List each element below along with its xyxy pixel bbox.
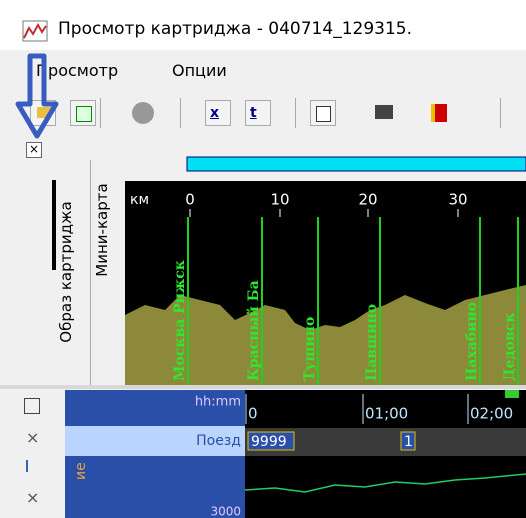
progress-bar <box>186 156 526 172</box>
splitter <box>0 385 526 389</box>
title-bar: Просмотр картриджа - 040714_129315. <box>0 0 526 50</box>
separator <box>180 98 181 128</box>
tool-button[interactable] <box>425 100 451 126</box>
mini-map: км 0 10 20 30 Москва Рижск Красный Ба Тушино Пав… <box>125 145 526 385</box>
icon-button[interactable] <box>24 398 40 414</box>
time-label: 01;00 <box>365 405 408 423</box>
side-tab[interactable]: Мини-карта <box>93 183 111 277</box>
scale-label: 30 <box>448 191 467 209</box>
separator <box>100 98 101 128</box>
tool-button[interactable]: t <box>245 100 271 126</box>
tab-divider <box>90 160 91 385</box>
close-button[interactable]: × <box>26 142 42 158</box>
row-label: Поезд <box>196 433 241 449</box>
train-field-text: 1 <box>404 434 413 450</box>
time-label: 0 <box>248 405 258 423</box>
app-icon <box>22 20 48 42</box>
station-label: Дедовск <box>502 313 518 381</box>
scale-label: 20 <box>358 191 377 209</box>
side-tab[interactable]: Образ картриджа <box>57 201 75 343</box>
scale-label: 10 <box>270 191 289 209</box>
tool-button[interactable] <box>70 100 96 126</box>
label-row <box>65 426 245 456</box>
tool-button[interactable] <box>370 100 396 126</box>
icon-column: × × <box>0 390 65 518</box>
tab-indicator <box>52 180 56 270</box>
station-label: Красный Ба <box>245 280 262 381</box>
blue-arrow <box>15 53 59 139</box>
axis-value: 3000 <box>210 505 241 518</box>
train-field <box>247 431 295 451</box>
terrain-profile <box>125 285 526 385</box>
tool-button[interactable] <box>310 100 336 126</box>
station-label: Павшино <box>364 304 380 381</box>
window-title: Просмотр картриджа - 040714_129315. <box>58 19 412 39</box>
station-label: Нахабино <box>464 302 480 381</box>
separator <box>295 98 296 128</box>
menu-bar: Просмотр Опции <box>0 52 526 88</box>
timeline-panel: hh:mm Поезд 3000 ие 0 01;00 02;00 9999 1 <box>65 390 526 518</box>
tool-button[interactable] <box>130 100 156 126</box>
station-label: Москва Рижск <box>172 260 188 381</box>
train-field-text: 9999 <box>251 434 287 450</box>
separator <box>500 98 501 128</box>
menu-item[interactable]: Опции <box>172 61 227 80</box>
icon-button[interactable]: × <box>26 428 40 447</box>
side-label: ие <box>73 462 89 480</box>
time-label: 02;00 <box>470 405 513 423</box>
train-field <box>400 431 416 451</box>
menu-item[interactable]: Просмотр <box>36 61 119 80</box>
side-panel: Образ картриджа Мини-карта <box>0 160 125 385</box>
icon-button[interactable]: × <box>26 488 40 507</box>
scale-label: 0 <box>185 191 195 209</box>
icon-button[interactable] <box>26 460 38 472</box>
marker <box>505 390 519 398</box>
signal-trace <box>244 473 526 493</box>
map-unit: км <box>130 192 149 208</box>
station-label: Тушино <box>302 317 318 381</box>
header-label: hh:mm <box>195 395 241 410</box>
tool-button[interactable]: x <box>205 100 231 126</box>
